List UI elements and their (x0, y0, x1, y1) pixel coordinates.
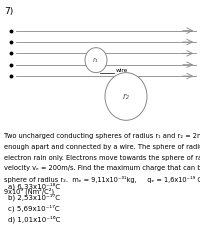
Text: wire: wire (115, 68, 128, 73)
Text: r₁: r₁ (93, 57, 99, 63)
Text: a) 6,33x10⁻¹⁸C: a) 6,33x10⁻¹⁸C (8, 183, 60, 190)
Text: velocity vₑ = 200m/s. Find the maximum charge that can be found on the: velocity vₑ = 200m/s. Find the maximum c… (4, 165, 200, 171)
Text: d) 1,01x10⁻¹⁶C: d) 1,01x10⁻¹⁶C (8, 215, 60, 223)
Circle shape (85, 48, 107, 73)
Text: e) 1,58x10⁻¹⁶C: e) 1,58x10⁻¹⁶C (8, 226, 60, 227)
Text: electron rain only. Electrons move towards the sphere of radius r₁ with the: electron rain only. Electrons move towar… (4, 155, 200, 160)
Text: c) 5,69x10⁻¹⁷C: c) 5,69x10⁻¹⁷C (8, 205, 60, 212)
Text: 9x10⁹ (Nm²/C²): 9x10⁹ (Nm²/C²) (4, 187, 54, 195)
Text: 7): 7) (4, 7, 13, 16)
Circle shape (105, 73, 147, 120)
Text: r₂: r₂ (123, 92, 129, 101)
Text: enough apart and connected by a wire. The sphere of radius r₁ is under the: enough apart and connected by a wire. Th… (4, 144, 200, 150)
Text: b) 2,53x10⁻¹⁷C: b) 2,53x10⁻¹⁷C (8, 194, 60, 201)
Text: Two uncharged conducting spheres of radius r₁ and r₂ = 2m are placed long: Two uncharged conducting spheres of radi… (4, 133, 200, 139)
Text: sphere of radius r₂.  mₑ = 9,11x10⁻³¹kg,     qₑ = 1,6x10⁻¹⁹ C,  kₑ =: sphere of radius r₂. mₑ = 9,11x10⁻³¹kg, … (4, 176, 200, 183)
